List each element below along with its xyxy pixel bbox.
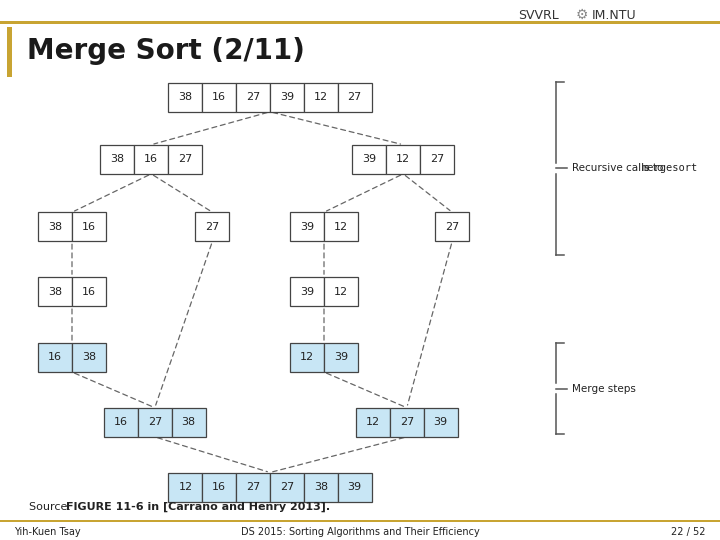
FancyBboxPatch shape xyxy=(202,472,236,502)
Text: 12: 12 xyxy=(314,92,328,102)
Text: 39: 39 xyxy=(362,154,377,164)
FancyBboxPatch shape xyxy=(290,343,324,372)
FancyBboxPatch shape xyxy=(168,145,202,174)
Text: 27: 27 xyxy=(246,92,260,102)
Text: 27: 27 xyxy=(178,154,192,164)
Text: 12: 12 xyxy=(334,287,348,296)
FancyBboxPatch shape xyxy=(202,83,236,112)
FancyBboxPatch shape xyxy=(290,212,324,241)
Text: 38: 38 xyxy=(110,154,125,164)
Text: ⚙: ⚙ xyxy=(576,8,588,22)
Text: 38: 38 xyxy=(48,287,62,296)
Text: 16: 16 xyxy=(144,154,158,164)
FancyBboxPatch shape xyxy=(390,408,423,437)
Text: 38: 38 xyxy=(181,417,196,427)
Text: 12: 12 xyxy=(396,154,410,164)
Text: 38: 38 xyxy=(48,222,62,232)
FancyBboxPatch shape xyxy=(423,408,458,437)
Text: 38: 38 xyxy=(179,92,192,102)
Text: 12: 12 xyxy=(334,222,348,232)
Text: SVVRL: SVVRL xyxy=(518,9,559,22)
Text: 27: 27 xyxy=(246,482,260,492)
Text: Recursive calls to: Recursive calls to xyxy=(572,164,666,173)
Text: DS 2015: Sorting Algorithms and Their Efficiency: DS 2015: Sorting Algorithms and Their Ef… xyxy=(240,527,480,537)
FancyBboxPatch shape xyxy=(420,145,454,174)
FancyBboxPatch shape xyxy=(387,145,420,174)
Text: Source:: Source: xyxy=(29,502,74,511)
Text: 39: 39 xyxy=(300,222,314,232)
Text: 38: 38 xyxy=(314,482,328,492)
Text: 39: 39 xyxy=(300,287,314,296)
Text: Yih-Kuen Tsay: Yih-Kuen Tsay xyxy=(14,527,81,537)
FancyBboxPatch shape xyxy=(304,472,338,502)
FancyBboxPatch shape xyxy=(72,277,106,306)
Text: 16: 16 xyxy=(48,353,62,362)
FancyBboxPatch shape xyxy=(38,343,72,372)
FancyBboxPatch shape xyxy=(324,343,358,372)
FancyBboxPatch shape xyxy=(304,83,338,112)
Text: 16: 16 xyxy=(212,92,226,102)
FancyBboxPatch shape xyxy=(356,408,390,437)
Text: 12: 12 xyxy=(300,353,314,362)
Text: Merge Sort (2/11): Merge Sort (2/11) xyxy=(27,37,305,65)
FancyBboxPatch shape xyxy=(0,520,720,522)
Text: 12: 12 xyxy=(179,482,192,492)
FancyBboxPatch shape xyxy=(338,472,372,502)
FancyBboxPatch shape xyxy=(172,408,206,437)
FancyBboxPatch shape xyxy=(38,277,72,306)
Text: mergesort: mergesort xyxy=(642,164,698,173)
Text: 16: 16 xyxy=(114,417,128,427)
Text: Merge steps: Merge steps xyxy=(572,383,636,394)
FancyBboxPatch shape xyxy=(138,408,172,437)
Text: 27: 27 xyxy=(348,92,361,102)
FancyBboxPatch shape xyxy=(100,145,134,174)
FancyBboxPatch shape xyxy=(324,277,358,306)
Text: 22 / 52: 22 / 52 xyxy=(671,527,706,537)
Text: 39: 39 xyxy=(334,353,348,362)
Text: 12: 12 xyxy=(366,417,380,427)
FancyBboxPatch shape xyxy=(38,212,72,241)
Text: 16: 16 xyxy=(82,287,96,296)
FancyBboxPatch shape xyxy=(168,472,202,502)
Text: 27: 27 xyxy=(148,417,162,427)
Text: 16: 16 xyxy=(82,222,96,232)
FancyBboxPatch shape xyxy=(7,27,12,77)
FancyBboxPatch shape xyxy=(236,472,270,502)
FancyBboxPatch shape xyxy=(236,83,270,112)
Text: IM.NTU: IM.NTU xyxy=(592,9,636,22)
FancyBboxPatch shape xyxy=(338,83,372,112)
FancyBboxPatch shape xyxy=(72,343,106,372)
Text: 27: 27 xyxy=(400,417,414,427)
FancyBboxPatch shape xyxy=(0,21,720,24)
Text: FIGURE 11-6 in [Carrano and Henry 2013].: FIGURE 11-6 in [Carrano and Henry 2013]. xyxy=(66,501,330,512)
FancyBboxPatch shape xyxy=(168,83,202,112)
FancyBboxPatch shape xyxy=(324,212,358,241)
FancyBboxPatch shape xyxy=(134,145,168,174)
Text: 39: 39 xyxy=(280,92,294,102)
Text: 27: 27 xyxy=(430,154,444,164)
Text: 38: 38 xyxy=(82,353,96,362)
Text: 27: 27 xyxy=(205,222,220,232)
FancyBboxPatch shape xyxy=(353,145,387,174)
FancyBboxPatch shape xyxy=(104,408,138,437)
Text: 39: 39 xyxy=(433,417,448,427)
Text: 27: 27 xyxy=(445,222,459,232)
Text: 39: 39 xyxy=(348,482,361,492)
FancyBboxPatch shape xyxy=(290,277,324,306)
FancyBboxPatch shape xyxy=(195,212,229,241)
FancyBboxPatch shape xyxy=(270,472,304,502)
FancyBboxPatch shape xyxy=(435,212,469,241)
FancyBboxPatch shape xyxy=(72,212,106,241)
Text: 16: 16 xyxy=(212,482,226,492)
Text: 27: 27 xyxy=(280,482,294,492)
FancyBboxPatch shape xyxy=(270,83,304,112)
